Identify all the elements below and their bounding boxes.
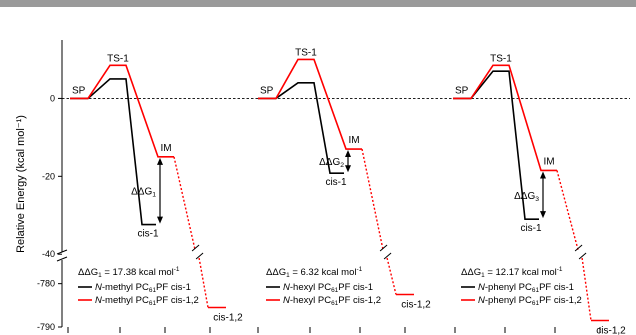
y-tick-label-2: -40 — [42, 249, 55, 259]
panel-2: SP TS-1 IM cis-1 cis-1,2 ΔΔG2 ΔΔG1 = 6.32 kcal… — [258, 47, 431, 311]
panel-3: SP TS-1 IM cis-1 cis-1,2 ΔΔG3 ΔΔG1 = 12.17 kca… — [453, 53, 626, 335]
series-break-mark-1 — [379, 244, 388, 252]
stage-label-cis1: cis-1 — [520, 223, 542, 234]
series-break-mark-2 — [578, 252, 587, 260]
stage-label-ts: TS-1 — [490, 53, 512, 64]
panel-1: SP TS-1 IM cis-1 cis-1,2 ΔΔG1 ΔΔG1 = 17.38 kca… — [70, 53, 243, 324]
series-cis12-dotted-lower — [581, 257, 592, 321]
delta-g-value: ΔΔG1 = 17.38 kcal mol-1 — [78, 266, 180, 279]
y-axis-break-mark-2 — [56, 256, 68, 262]
stage-label-im: IM — [160, 143, 171, 154]
y-tick-label-0: 0 — [50, 93, 55, 103]
series-break-mark-1 — [191, 244, 200, 252]
legend-entry-2: N-phenyl PC61PF cis-1,2 — [478, 295, 582, 307]
series-break-mark-2 — [383, 252, 392, 260]
stage-label-cis12: cis-1,2 — [596, 326, 626, 335]
stage-label-im: IM — [543, 156, 554, 167]
delta-g-label: ΔΔG1 — [131, 187, 156, 199]
series-break-mark-1 — [574, 244, 583, 252]
series-cis12-dotted-lower — [386, 257, 397, 295]
delta-g-label: ΔΔG3 — [514, 191, 539, 203]
series-cis12-dotted-upper — [556, 170, 579, 251]
legend-entry-1: N-hexyl PC61PF cis-1 — [283, 282, 373, 294]
stage-label-im: IM — [348, 135, 359, 146]
top-border-bar — [0, 0, 636, 7]
series-cis12-dotted-upper — [361, 148, 384, 251]
y-tick-label-4: -790 — [37, 322, 55, 332]
y-axis-break-mark-1 — [56, 249, 68, 255]
stage-label-ts: TS-1 — [107, 53, 129, 64]
series-break-mark-2 — [195, 252, 204, 260]
y-tick-label-3: -780 — [37, 279, 55, 289]
delta-g-value: ΔΔG1 = 6.32 kcal mol-1 — [266, 266, 363, 279]
legend-entry-2: N-methyl PC61PF cis-1,2 — [95, 295, 199, 307]
series-cis12-line — [258, 58, 362, 150]
stage-label-cis12: cis-1,2 — [213, 313, 243, 324]
legend-entry-1: N-phenyl PC61PF cis-1 — [478, 282, 574, 294]
stage-label-sp: SP — [260, 85, 274, 96]
series-cis1-line — [70, 78, 156, 226]
series-cis12-dotted-upper — [173, 156, 196, 251]
stage-label-ts: TS-1 — [295, 47, 317, 58]
series-cis12-line — [70, 64, 174, 158]
stage-label-cis12: cis-1,2 — [401, 300, 431, 311]
y-tick-label-1: -20 — [42, 171, 55, 181]
stage-label-cis1: cis-1 — [325, 177, 347, 188]
legend-entry-2: N-hexyl PC61PF cis-1,2 — [283, 295, 381, 307]
stage-label-sp: SP — [455, 85, 469, 96]
delta-g-label: ΔΔG2 — [319, 157, 344, 169]
y-axis-label: Relative Energy (kcal mol⁻¹) — [15, 115, 27, 253]
stage-label-sp: SP — [72, 85, 86, 96]
delta-g-value: ΔΔG1 = 12.17 kcal mol-1 — [461, 266, 563, 279]
series-cis12-line — [453, 64, 557, 172]
legend-entry-1: N-methyl PC61PF cis-1 — [95, 282, 191, 294]
stage-label-cis1: cis-1 — [137, 229, 159, 240]
series-cis12-dotted-lower — [198, 257, 209, 308]
